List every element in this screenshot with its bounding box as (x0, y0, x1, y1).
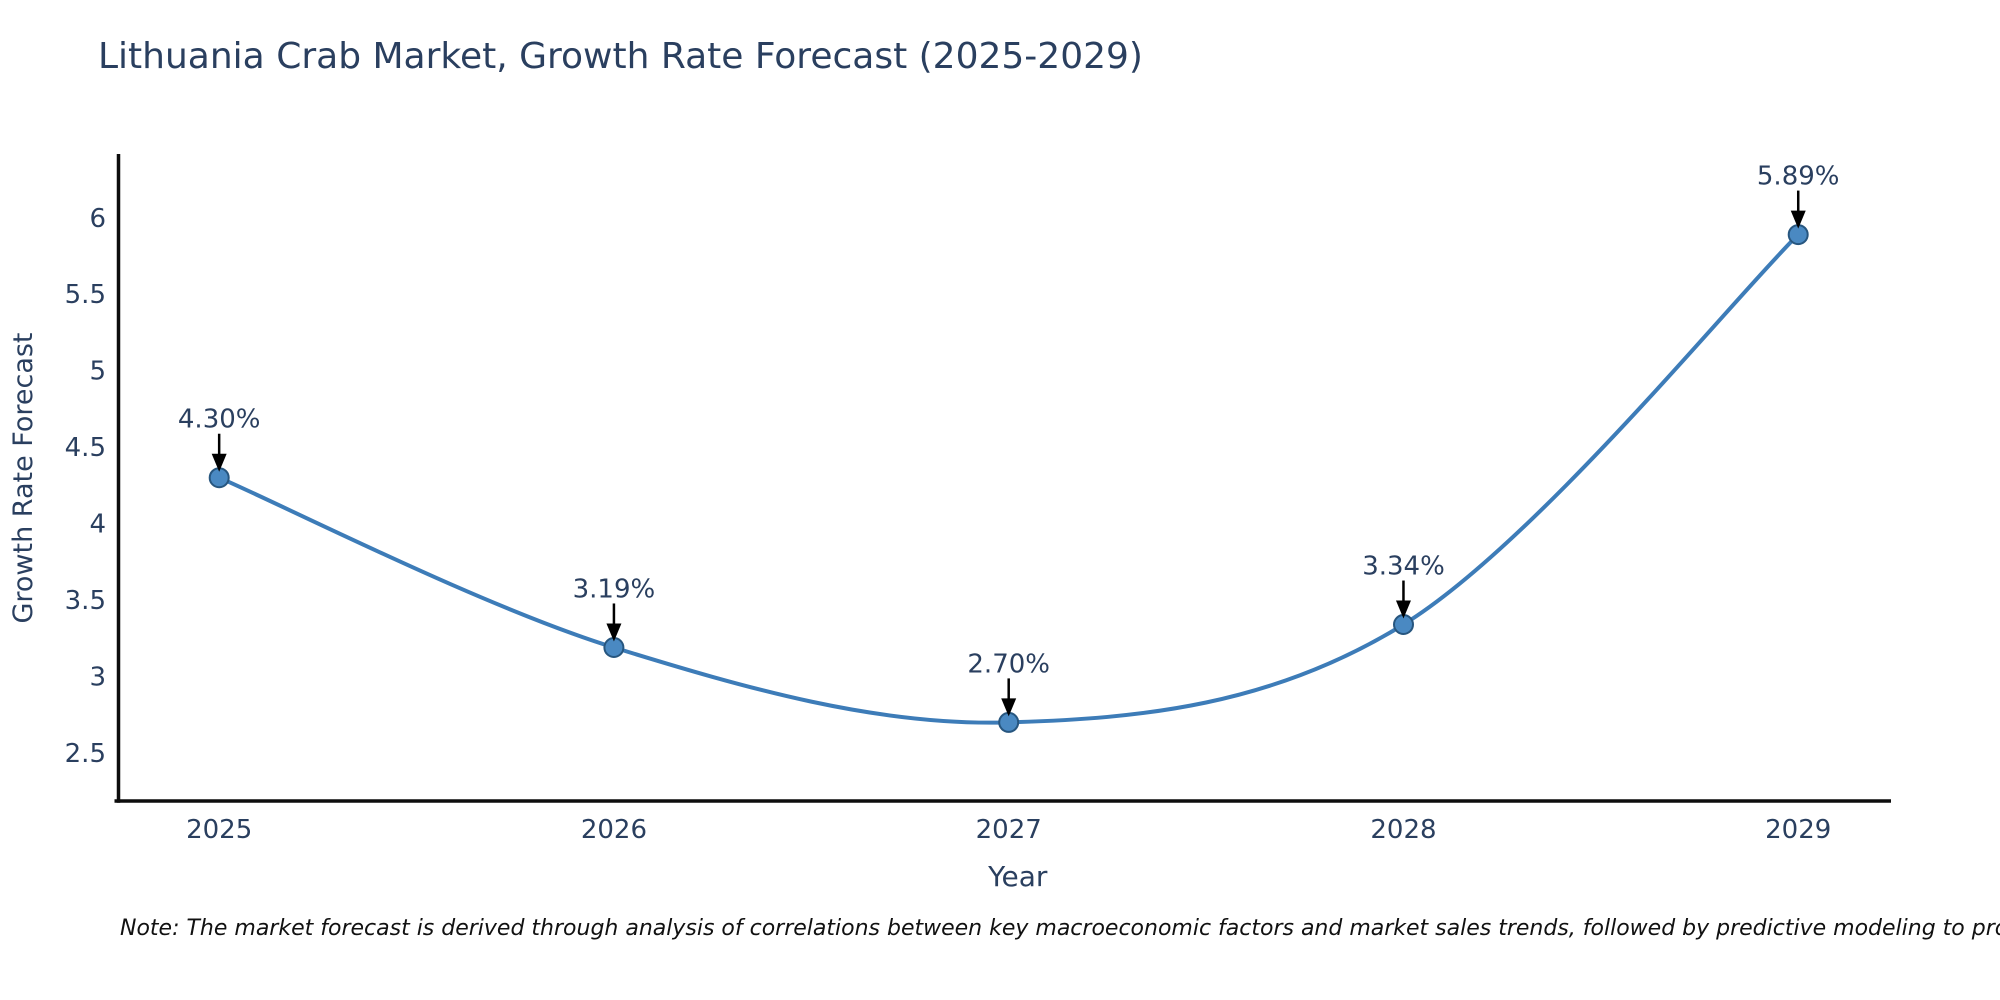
x-tick-label: 2029 (1765, 815, 1831, 845)
y-tick-label: 3 (89, 663, 106, 693)
annotation-arrow-head (1395, 600, 1411, 619)
data-point-label: 3.19% (573, 575, 656, 605)
x-tick-label: 2028 (1370, 815, 1436, 845)
x-tick-label: 2027 (976, 815, 1042, 845)
data-point-label: 4.30% (178, 405, 261, 435)
y-tick-label: 3.5 (65, 586, 106, 616)
y-tick-label: 4 (89, 510, 106, 540)
data-point-label: 5.89% (1757, 162, 1840, 192)
y-tick-label: 5 (89, 357, 106, 387)
annotation-arrow-head (1790, 210, 1806, 229)
data-point-label: 2.70% (967, 649, 1050, 679)
y-tick-label: 2.5 (65, 739, 106, 769)
x-tick-label: 2025 (186, 815, 252, 845)
y-axis-label: Growth Rate Forecast (8, 332, 39, 623)
y-tick-label: 4.5 (65, 433, 106, 463)
annotation-arrow-head (606, 623, 622, 642)
annotation-arrow-head (1001, 698, 1017, 717)
x-axis-label: Year (987, 860, 1048, 893)
chart-note: Note: The market forecast is derived thr… (120, 916, 2000, 941)
data-point-label: 3.34% (1362, 552, 1445, 582)
annotation-arrow-head (211, 453, 227, 472)
x-tick-label: 2026 (581, 815, 647, 845)
chart-title: Lithuania Crab Market, Growth Rate Forec… (98, 36, 1143, 77)
y-tick-label: 5.5 (65, 280, 106, 310)
y-tick-label: 6 (89, 204, 106, 234)
